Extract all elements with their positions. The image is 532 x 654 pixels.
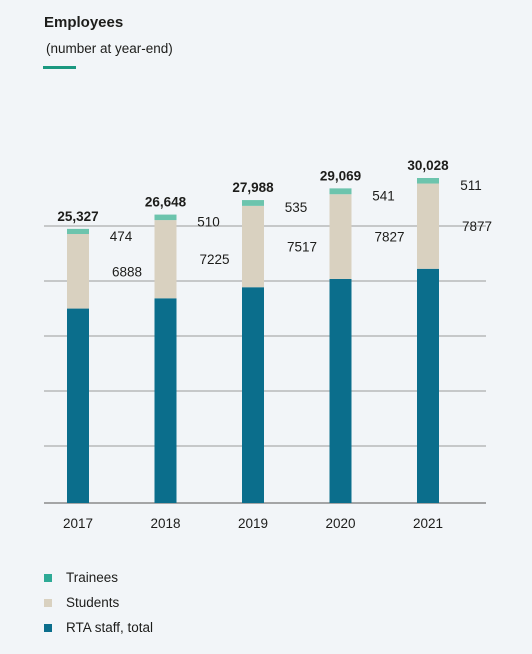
stacked-bar-chart: 6888 474 25,327 7225 510 26,648 7517 535 27,988 7…: [0, 0, 532, 560]
bar-segment-trainees: [417, 178, 439, 184]
bar-segment-trainees: [155, 215, 177, 221]
legend-swatch-trainees: [44, 574, 52, 582]
legend-item-students: Students: [44, 590, 153, 615]
bar-segment-staff: [67, 309, 89, 503]
legend-swatch-students: [44, 599, 52, 607]
x-tick-label: 2020: [325, 516, 355, 531]
x-tick-label: 2019: [238, 516, 268, 531]
data-label-total: 29,069: [320, 168, 361, 183]
bar-segment-trainees: [242, 200, 264, 206]
bar-segment-trainees: [67, 229, 89, 234]
x-tick-label: 2017: [63, 516, 93, 531]
data-label-trainees: 535: [285, 200, 308, 215]
data-label-students: 7877: [462, 219, 492, 234]
data-label-trainees: 511: [460, 178, 482, 193]
bar-stacks: [67, 178, 439, 503]
x-tick-label: 2021: [413, 516, 443, 531]
data-label-trainees: 541: [372, 188, 395, 203]
data-label-students: 7225: [199, 252, 229, 267]
legend-item-trainees: Trainees: [44, 565, 153, 590]
bar-segment-students: [417, 184, 439, 269]
x-tick-label: 2018: [150, 516, 180, 531]
data-label-total: 25,327: [57, 209, 98, 224]
bar-segment-students: [67, 234, 89, 309]
data-label-trainees: 510: [197, 215, 220, 230]
data-label-students: 7827: [374, 230, 404, 245]
bar-segment-staff: [242, 287, 264, 503]
bar-segment-students: [242, 206, 264, 287]
x-axis-ticks: 2017 2018 2019 2020 2021: [63, 516, 443, 531]
data-label-total: 30,028: [407, 158, 449, 173]
bar-segment-staff: [155, 298, 177, 503]
data-label-total: 26,648: [145, 195, 187, 210]
data-label-students: 7517: [287, 240, 317, 255]
bar-segment-staff: [330, 279, 352, 503]
data-label-trainees: 474: [110, 229, 133, 244]
legend-item-staff: RTA staff, total: [44, 615, 153, 640]
legend-swatch-staff: [44, 624, 52, 632]
legend-label-trainees: Trainees: [66, 570, 118, 585]
bar-segment-trainees: [330, 188, 352, 194]
data-label-total: 27,988: [232, 180, 274, 195]
legend-label-students: Students: [66, 595, 119, 610]
bar-segment-staff: [417, 269, 439, 503]
data-label-students: 6888: [112, 264, 142, 279]
bar-segment-students: [155, 220, 177, 298]
legend: Trainees Students RTA staff, total: [44, 565, 153, 640]
legend-label-staff: RTA staff, total: [66, 620, 153, 635]
bar-segment-students: [330, 194, 352, 279]
